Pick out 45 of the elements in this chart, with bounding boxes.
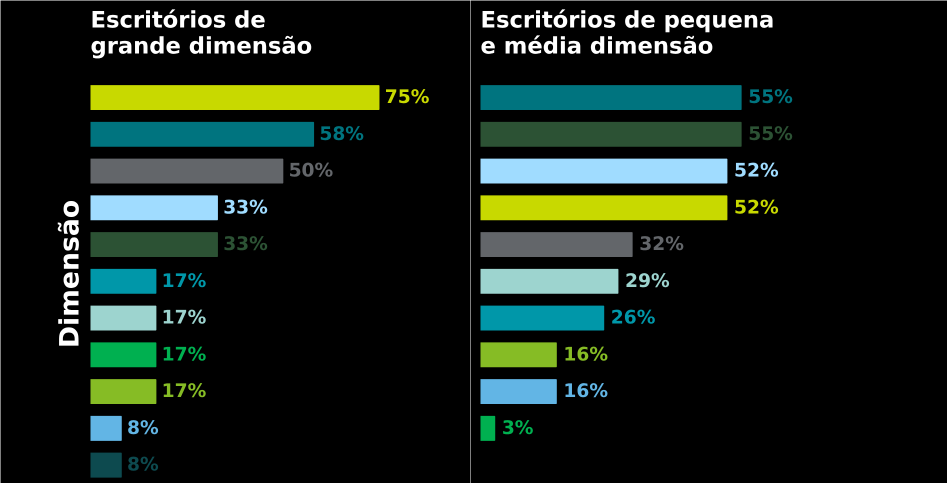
bar <box>480 122 742 147</box>
data-label: 17% <box>162 381 207 402</box>
data-label: 17% <box>162 308 207 329</box>
data-label: 26% <box>610 308 656 329</box>
bar <box>480 232 633 258</box>
data-label: 8% <box>127 418 160 439</box>
bar <box>480 85 742 110</box>
data-label: 33% <box>223 234 268 256</box>
data-label: 32% <box>639 234 684 256</box>
bar <box>480 416 496 441</box>
data-label: 8% <box>127 454 160 476</box>
bar <box>480 158 728 184</box>
bar <box>480 379 557 404</box>
bar <box>90 416 122 441</box>
bar <box>480 268 618 294</box>
data-label: 75% <box>384 87 430 108</box>
bar <box>90 452 122 478</box>
bar <box>90 195 218 220</box>
data-label: 58% <box>319 124 364 145</box>
data-label: 17% <box>162 344 207 366</box>
data-label: 17% <box>162 270 207 292</box>
data-label: 50% <box>288 160 334 182</box>
bar <box>480 195 728 220</box>
bar <box>480 342 557 368</box>
data-label: 16% <box>563 381 608 402</box>
bar <box>90 379 156 404</box>
data-label: 55% <box>748 124 794 145</box>
bar <box>90 122 314 147</box>
bar <box>90 342 156 368</box>
bar <box>90 306 156 331</box>
bar <box>90 85 380 110</box>
bar <box>90 232 218 258</box>
bar <box>480 306 604 331</box>
data-label: 29% <box>625 270 670 292</box>
data-label: 55% <box>748 87 794 108</box>
chart-title: Escritórios de pequena e média dimensão <box>480 8 774 60</box>
data-label: 33% <box>223 197 268 218</box>
bar <box>90 158 284 184</box>
data-label: 52% <box>734 160 779 182</box>
text: Dimensão <box>54 200 86 348</box>
bar <box>90 268 156 294</box>
data-label: 52% <box>734 197 779 218</box>
chart-title: Escritórios de grande dimensão <box>90 8 312 60</box>
data-label: 3% <box>502 418 534 439</box>
data-label: 16% <box>563 344 608 366</box>
